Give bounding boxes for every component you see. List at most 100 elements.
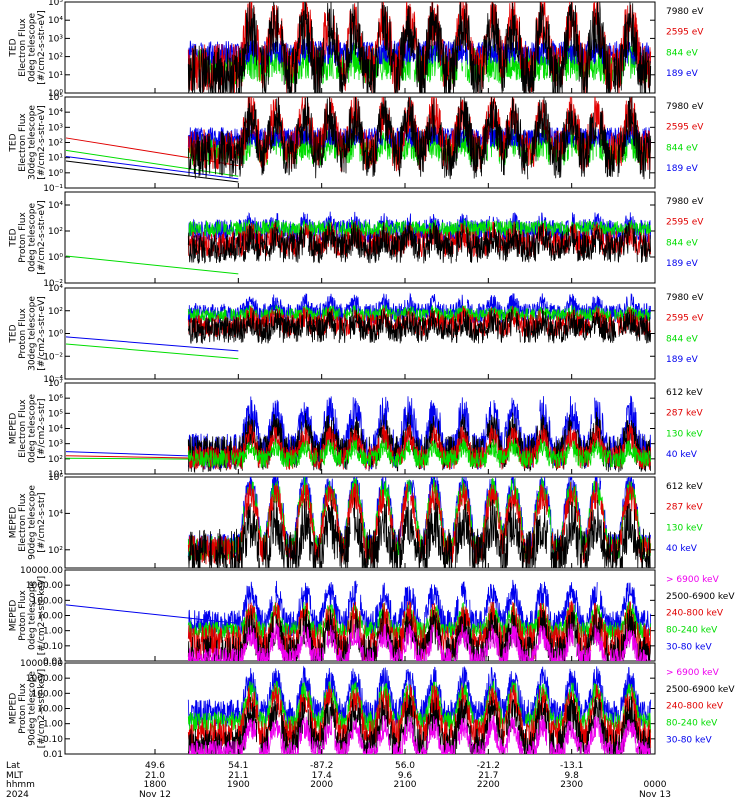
legend-entry: 189 eV [666, 69, 699, 79]
y-tick-label: 10² [48, 546, 63, 556]
x-tick-label: 0000 [644, 780, 667, 790]
y-tick-label: 10⁴ [48, 509, 63, 519]
x-row-label: Lat [6, 761, 21, 771]
panel-frame [64, 1, 656, 94]
y-axis-label-line: Electron Flux [18, 113, 28, 172]
x-row-label: 2024 [6, 790, 29, 800]
flux-series-line [187, 695, 651, 754]
panel-6: 10² 10⁴ 10⁶ MEPED Electron Flux 90deg telesco… [9, 473, 703, 569]
x-tick-label: 17.4 [312, 771, 332, 781]
legend-entry: 612 keV [666, 482, 703, 492]
y-tick-label: 10⁴ [48, 425, 63, 435]
legend-entry: 844 eV [666, 334, 699, 344]
flux-series-line [187, 38, 652, 68]
y-axis-label-line: TED [9, 38, 19, 57]
y-tick-label: 10000.00 [20, 566, 63, 576]
y-tick-label: 10² [48, 307, 63, 317]
legend-entry: 2595 eV [666, 314, 704, 324]
y-axis-label-line: Electron Flux [18, 493, 28, 552]
y-axis-label-line: Proton Flux [18, 212, 28, 263]
y-tick-label: 10³ [48, 34, 63, 44]
y-tick-label: 10⁵ [48, 93, 63, 103]
y-axis-label-line: MEPED [9, 693, 19, 725]
y-tick-label: 1.00 [43, 627, 63, 637]
y-axis-label-line: [#/cm2-s-str] [37, 398, 47, 458]
y-axis-label-line: TED [9, 133, 19, 152]
legend-entry: 7980 eV [666, 293, 704, 303]
gap-interpolation-line [65, 155, 239, 180]
flux-series-line [187, 308, 652, 344]
x-tick-label: 21.7 [478, 771, 498, 781]
y-tick-label: 10⁻² [43, 352, 63, 362]
panel-2: 10⁻¹ 10⁰ 10¹ 10² 10³ 10⁴ 10⁵ TED Electron Flux 30… [9, 93, 705, 194]
legend-entry: 40 keV [666, 544, 698, 554]
legend-entry: 7980 eV [666, 102, 704, 112]
flux-series-line [187, 477, 651, 560]
y-tick-label: 10⁵ [48, 0, 63, 8]
x-row-label: hhmm [6, 780, 35, 790]
legend-entry: 40 keV [666, 450, 698, 460]
y-tick-label: 10³ [48, 440, 63, 450]
flux-series-line [188, 715, 651, 754]
y-tick-label: 0.01 [43, 750, 63, 760]
y-axis-label-line: 30deg telescope [28, 105, 38, 180]
panel-1: 10⁰ 10¹ 10² 10³ 10⁴ 10⁵ TED Electron Flux 0deg t… [9, 0, 705, 99]
y-tick-label: 10¹ [48, 71, 63, 81]
y-tick-label: 0.10 [43, 735, 63, 745]
panel-frame [64, 191, 656, 284]
x-tick-label: Nov 13 [639, 790, 671, 800]
legend-entry: 844 eV [666, 143, 699, 153]
x-tick-label: -21.2 [477, 761, 500, 771]
y-tick-label: 10⁰ [48, 169, 63, 179]
x-tick-label: 56.0 [395, 761, 415, 771]
legend-entry: 189 eV [666, 259, 699, 269]
x-tick-label: 2000 [310, 780, 333, 790]
x-tick-label: 21.0 [145, 771, 165, 781]
y-tick-label: 10⁴ [48, 201, 63, 211]
legend-entry: 240-800 keV [666, 702, 724, 712]
legend-entry: 2500-6900 keV [666, 685, 735, 695]
y-axis-label-line: [#/cm2-s-str-keV] [37, 669, 47, 748]
y-tick-label: 10⁴ [48, 108, 63, 118]
legend-entry: 2500-6900 keV [666, 592, 735, 602]
y-axis-label-line: MEPED [9, 413, 19, 445]
gap-interpolation-line [65, 255, 239, 275]
x-tick-label: -13.1 [560, 761, 583, 771]
legend-entry: 189 eV [666, 355, 699, 365]
legend-entry: 7980 eV [666, 7, 704, 17]
y-tick-label: 10² [48, 53, 63, 63]
x-tick-label: 2200 [477, 780, 500, 790]
flux-series-line [187, 438, 652, 469]
y-tick-label: 1.00 [43, 720, 63, 730]
y-tick-label: 10.00 [37, 705, 63, 715]
y-axis-label-line: 0deg telescope [28, 581, 38, 651]
y-tick-label: 10¹ [48, 154, 63, 164]
y-tick-label: 1000.00 [26, 674, 63, 684]
y-axis-label-line: 90deg telescope [28, 671, 38, 746]
flux-series-line [187, 2, 652, 93]
y-axis-label-line: [#/cm2-s-str-eV] [37, 296, 47, 371]
legend-entry: 130 keV [666, 429, 703, 439]
y-tick-label: 10⁰ [48, 253, 63, 263]
legend-entry: 287 keV [666, 503, 703, 513]
legend-entry: 844 eV [666, 48, 699, 58]
x-tick-label: Nov 12 [139, 790, 171, 800]
y-axis-label-line: Electron Flux [18, 18, 28, 77]
x-tick-label: 2300 [560, 780, 583, 790]
y-tick-label: 0.01 [43, 657, 63, 667]
y-tick-label: 10⁻¹ [43, 184, 63, 194]
y-tick-label: 10⁷ [48, 379, 63, 389]
flux-series-line [187, 497, 651, 568]
legend-entry: 80-240 keV [666, 719, 718, 729]
y-tick-label: 10⁴ [48, 284, 63, 294]
y-tick-label: 10⁶ [48, 394, 63, 404]
y-axis-label-line: MEPED [9, 507, 19, 539]
y-axis-label-line: TED [9, 324, 19, 343]
x-tick-label: 49.6 [145, 761, 165, 771]
x-tick-label: 54.1 [228, 761, 248, 771]
y-axis-label-line: 90deg telescope [28, 485, 38, 560]
legend-entry: 80-240 keV [666, 626, 718, 636]
y-axis-label-line: TED [9, 228, 19, 247]
